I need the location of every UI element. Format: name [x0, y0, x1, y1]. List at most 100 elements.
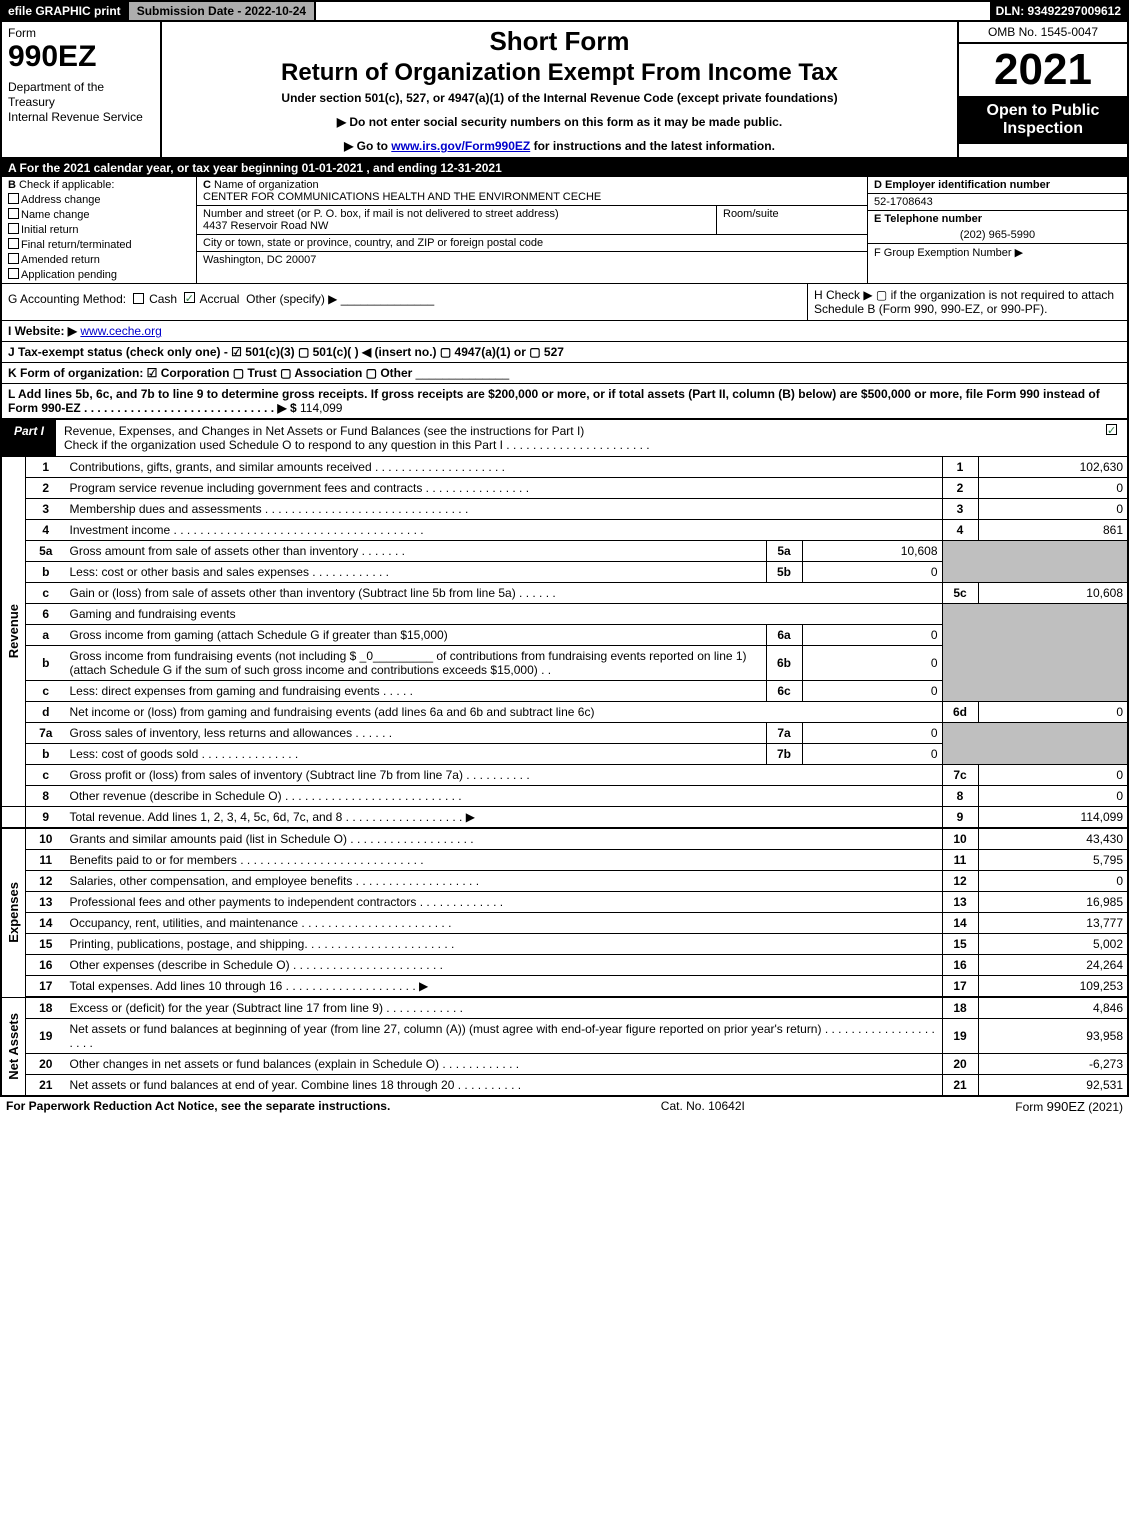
line-val: 5,795 — [978, 850, 1128, 871]
i-label: I Website: ▶ — [8, 324, 77, 338]
row-l: L Add lines 5b, 6c, and 7b to line 9 to … — [0, 384, 1129, 420]
info-block: B Check if applicable: Address change Na… — [0, 177, 1129, 284]
city-label-row: City or town, state or province, country… — [197, 235, 867, 252]
line-desc: Benefits paid to or for members . . . . … — [66, 850, 943, 871]
addr-row: Number and street (or P. O. box, if mail… — [197, 206, 867, 235]
ck-accrual[interactable] — [184, 292, 195, 303]
line-rn: 16 — [942, 955, 978, 976]
line-desc: Less: cost of goods sold . . . . . . . .… — [66, 744, 767, 765]
ck-final-return[interactable]: Final return/terminated — [8, 238, 190, 251]
short-form-title: Short Form — [170, 26, 949, 57]
line-desc: Less: cost or other basis and sales expe… — [66, 562, 767, 583]
line-rn: 19 — [942, 1019, 978, 1054]
line-rn: 17 — [942, 976, 978, 998]
line-val: 102,630 — [978, 457, 1128, 478]
line-num: 14 — [26, 913, 66, 934]
ck-name-change[interactable]: Name change — [8, 208, 190, 221]
website-link[interactable]: www.ceche.org — [80, 324, 161, 338]
part-i-subtitle: Check if the organization used Schedule … — [64, 438, 650, 452]
dept-label: Department of the Treasury Internal Reve… — [8, 80, 154, 125]
line-num: 20 — [26, 1054, 66, 1075]
line-val: 0 — [978, 871, 1128, 892]
sub-num: 7a — [766, 723, 802, 744]
line-val: -6,273 — [978, 1054, 1128, 1075]
ck-application-pending[interactable]: Application pending — [8, 268, 190, 281]
line-desc: Salaries, other compensation, and employ… — [66, 871, 943, 892]
line-rn: 2 — [942, 478, 978, 499]
part-i-checkbox[interactable] — [1098, 420, 1127, 456]
ck-address-change[interactable]: Address change — [8, 193, 190, 206]
line-desc: Net assets or fund balances at end of ye… — [66, 1075, 943, 1097]
line-val: 93,958 — [978, 1019, 1128, 1054]
ck-initial-return[interactable]: Initial return — [8, 223, 190, 236]
expenses-vertical-label: Expenses — [1, 829, 26, 997]
line-desc: Contributions, gifts, grants, and simila… — [66, 457, 943, 478]
room-suite: Room/suite — [717, 206, 867, 234]
line-desc: Total revenue. Add lines 1, 2, 3, 4, 5c,… — [66, 807, 943, 829]
c-label: C — [203, 179, 211, 191]
open-to-public: Open to Public Inspection — [959, 96, 1127, 144]
line-num: 17 — [26, 976, 66, 998]
goto-link-line: ▶ Go to www.irs.gov/Form990EZ for instru… — [170, 139, 949, 153]
line-rn: 9 — [942, 807, 978, 829]
line-num: 6 — [26, 604, 66, 625]
revenue-table: Revenue 1 Contributions, gifts, grants, … — [0, 457, 1129, 829]
line-desc: Printing, publications, postage, and shi… — [66, 934, 943, 955]
sub-num: 5a — [766, 541, 802, 562]
ck-amended-return[interactable]: Amended return — [8, 253, 190, 266]
line-desc: Grants and similar amounts paid (list in… — [66, 829, 943, 850]
other-label: Other (specify) ▶ — [246, 292, 337, 306]
line-desc: Total expenses. Add lines 10 through 16 … — [66, 976, 943, 998]
line-num: 12 — [26, 871, 66, 892]
irs-link[interactable]: www.irs.gov/Form990EZ — [391, 139, 530, 153]
gray-cell — [978, 541, 1128, 583]
line-desc: Excess or (deficit) for the year (Subtra… — [66, 998, 943, 1019]
box-h: H Check ▶ ▢ if the organization is not r… — [807, 284, 1127, 320]
line-num: d — [26, 702, 66, 723]
line-val: 0 — [978, 499, 1128, 520]
part-i-head: Part I Revenue, Expenses, and Changes in… — [0, 420, 1129, 457]
line-val: 109,253 — [978, 976, 1128, 998]
tax-year: 2021 — [959, 44, 1127, 96]
line-val: 16,985 — [978, 892, 1128, 913]
addr-value: 4437 Reservoir Road NW — [203, 220, 328, 232]
line-val: 10,608 — [978, 583, 1128, 604]
line-desc: Investment income . . . . . . . . . . . … — [66, 520, 943, 541]
line-val: 13,777 — [978, 913, 1128, 934]
street-address: Number and street (or P. O. box, if mail… — [197, 206, 717, 234]
sub-num: 7b — [766, 744, 802, 765]
line-desc: Professional fees and other payments to … — [66, 892, 943, 913]
line-num: 18 — [26, 998, 66, 1019]
line-rn: 6d — [942, 702, 978, 723]
section-a: A For the 2021 calendar year, or tax yea… — [0, 159, 1129, 177]
line-val: 0 — [978, 786, 1128, 807]
line-val: 861 — [978, 520, 1128, 541]
accounting-method: G Accounting Method: Cash Accrual Other … — [2, 284, 807, 320]
line-num: 2 — [26, 478, 66, 499]
j-text: J Tax-exempt status (check only one) - ☑… — [8, 345, 564, 359]
dln-label: DLN: 93492297009612 — [990, 2, 1127, 20]
line-val: 5,002 — [978, 934, 1128, 955]
line-rn: 14 — [942, 913, 978, 934]
line-val: 0 — [978, 478, 1128, 499]
b-desc: Check if applicable: — [19, 179, 114, 191]
top-bar: efile GRAPHIC print Submission Date - 20… — [0, 0, 1129, 20]
line-rn: 10 — [942, 829, 978, 850]
line-val: 92,531 — [978, 1075, 1128, 1097]
row-g-h: G Accounting Method: Cash Accrual Other … — [0, 284, 1129, 321]
line-num: c — [26, 583, 66, 604]
line-val: 4,846 — [978, 998, 1128, 1019]
return-title: Return of Organization Exempt From Incom… — [170, 59, 949, 87]
spacer — [316, 2, 989, 20]
line-rn: 21 — [942, 1075, 978, 1097]
line-num: 5a — [26, 541, 66, 562]
sub-val: 0 — [802, 681, 942, 702]
footer: For Paperwork Reduction Act Notice, see … — [0, 1097, 1129, 1116]
line-rn: 7c — [942, 765, 978, 786]
addr-label: Number and street (or P. O. box, if mail… — [203, 208, 559, 220]
sub-val: 0 — [802, 723, 942, 744]
line-num: 4 — [26, 520, 66, 541]
line-num: a — [26, 625, 66, 646]
ck-cash[interactable] — [133, 293, 144, 304]
line-desc: Other changes in net assets or fund bala… — [66, 1054, 943, 1075]
